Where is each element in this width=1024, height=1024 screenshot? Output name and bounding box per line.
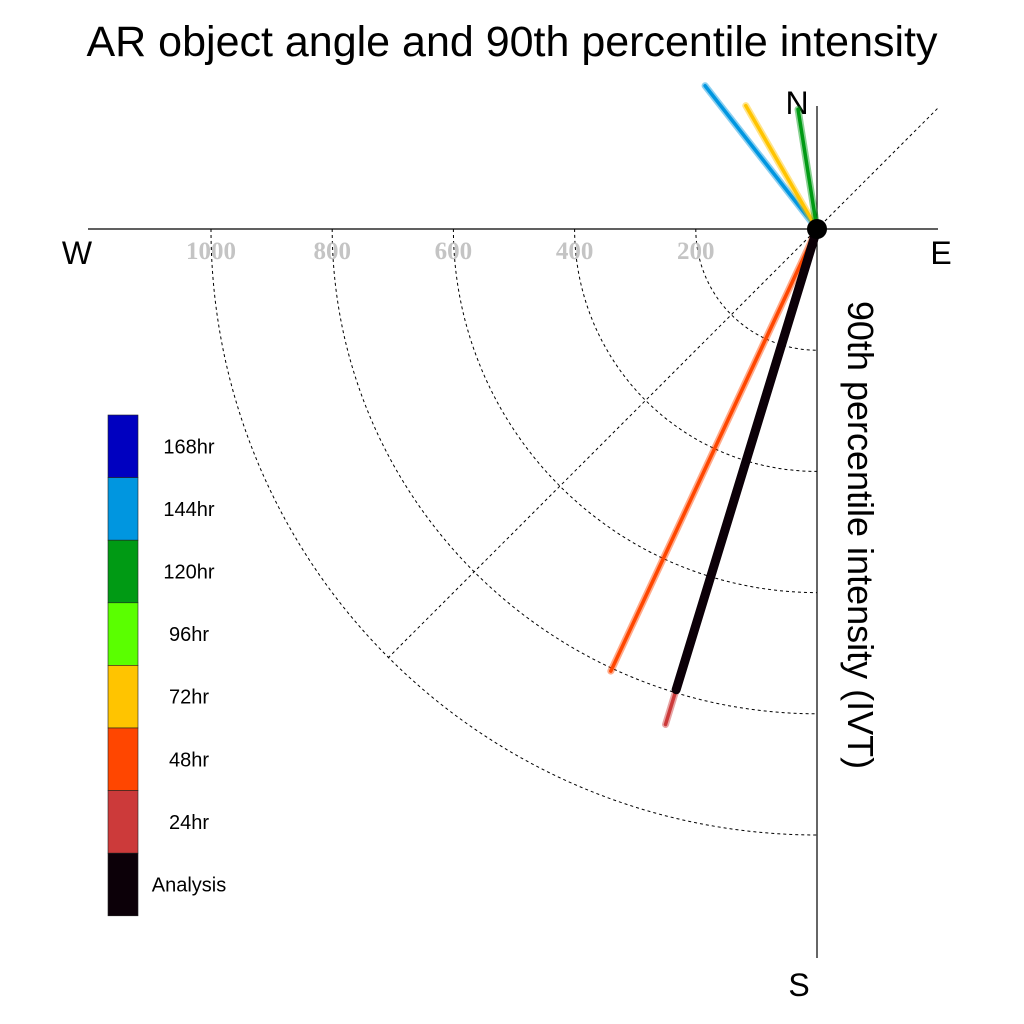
vector-72hr xyxy=(742,102,821,233)
grid-arc xyxy=(574,228,818,472)
y-axis-label: 90th percentile intensity (IVT) xyxy=(840,301,881,769)
legend-swatch xyxy=(107,665,139,729)
tick-label: 600 xyxy=(435,238,473,265)
vectors xyxy=(607,82,822,728)
vector-line xyxy=(609,227,819,673)
legend-label: 120hr xyxy=(163,562,214,584)
legend-swatch xyxy=(107,790,139,854)
legend-label: 24hr xyxy=(169,812,209,834)
tick-label: 400 xyxy=(556,238,594,265)
legend-label: 96hr xyxy=(169,624,209,646)
vector-line xyxy=(796,107,819,231)
compass-north-label: N xyxy=(785,85,808,121)
tick-label: 800 xyxy=(313,238,351,265)
compass-south-label: S xyxy=(788,967,809,1003)
radial-tick-labels: 200 400 600 800 1000 xyxy=(186,238,715,265)
origin-marker xyxy=(807,219,827,239)
tick-label: 200 xyxy=(677,238,715,265)
compass-west-label: W xyxy=(62,235,93,271)
vector-line xyxy=(744,103,819,231)
diagonal-guide-line xyxy=(387,107,939,659)
chart-title: AR object angle and 90th percentile inte… xyxy=(87,18,938,66)
vector-line xyxy=(671,224,822,695)
legend-swatch xyxy=(107,852,139,917)
legend-swatch xyxy=(107,602,139,666)
legend-label: 72hr xyxy=(169,687,209,709)
vector-144hr xyxy=(701,82,821,233)
legend-label: 48hr xyxy=(169,749,209,771)
tick-label: 1000 xyxy=(186,238,236,265)
grid-arc xyxy=(695,228,818,351)
legend-swatch xyxy=(107,539,139,604)
legend-label: 144hr xyxy=(163,499,214,521)
vector-120hr xyxy=(794,105,821,233)
vector-line xyxy=(703,83,819,231)
legend-swatch xyxy=(107,414,139,478)
legend-swatch xyxy=(107,477,139,541)
vector-48hr xyxy=(607,225,821,675)
grid-arc xyxy=(452,228,818,594)
legend: 168hr 144hr 120hr 96hr 72hr 48hr 24hr Analysis xyxy=(107,414,226,917)
legend-label: 168hr xyxy=(163,436,214,458)
vector-analysis xyxy=(671,224,822,695)
legend-swatch xyxy=(107,727,139,791)
legend-label: Analysis xyxy=(152,875,226,897)
compass-east-label: E xyxy=(930,235,951,271)
